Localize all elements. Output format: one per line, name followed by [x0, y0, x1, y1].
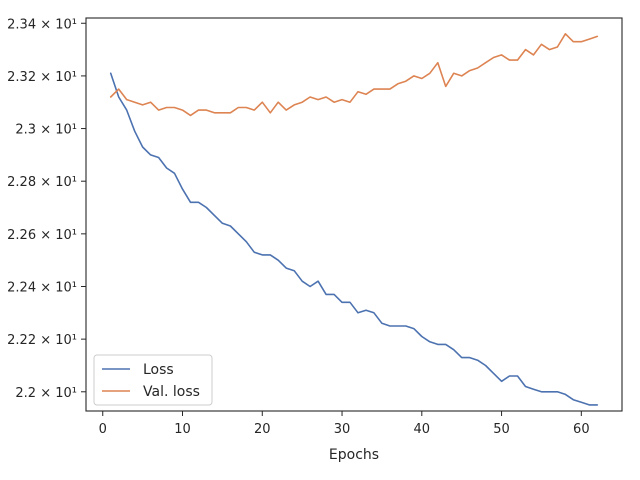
plot-frame	[85, 17, 623, 412]
y-tick-label-6: 2.32 × 10¹	[7, 70, 77, 85]
x-tick-label-5: 50	[493, 422, 510, 437]
x-tick-label-0: 0	[99, 422, 107, 437]
x-tick-label-4: 40	[414, 422, 431, 437]
y-tick-label-0: 2.2 × 10¹	[15, 386, 77, 401]
legend-box	[93, 354, 213, 406]
legend: Loss Val. loss	[93, 354, 213, 406]
y-tick-label-3: 2.26 × 10¹	[7, 228, 77, 243]
y-tick-label-5: 2.3 × 10¹	[15, 123, 77, 138]
x-axis-label: Epochs	[329, 447, 379, 463]
series-lines	[109, 32, 599, 406]
x-tick-label-3: 30	[334, 422, 351, 437]
axis-ticks: 0 10 20 30 40 50 60 2.2 × 10¹ 2.22 × 10¹ 2.24 × 1…	[7, 17, 589, 437]
series-line-loss	[109, 72, 599, 406]
series-line-val-loss	[109, 32, 599, 117]
x-tick-label-6: 60	[573, 422, 590, 437]
y-tick-label-4: 2.28 × 10¹	[7, 175, 77, 190]
legend-label-loss: Loss	[143, 362, 174, 378]
x-tick-label-2: 20	[254, 422, 271, 437]
y-tick-label-1: 2.22 × 10¹	[7, 333, 77, 348]
y-tick-label-7: 2.34 × 10¹	[7, 17, 77, 32]
y-tick-label-2: 2.24 × 10¹	[7, 280, 77, 295]
legend-label-val-loss: Val. loss	[143, 384, 200, 400]
x-tick-label-1: 10	[174, 422, 191, 437]
